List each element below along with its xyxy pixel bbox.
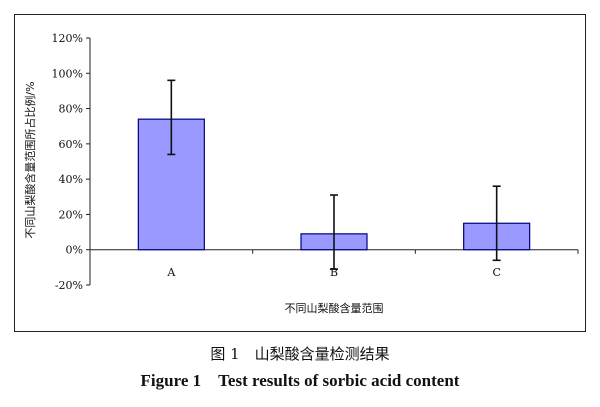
y-tick-label: 80% [59,103,83,116]
y-tick-label: 60% [59,138,83,151]
y-tick-label: 40% [59,173,83,186]
y-tick-label: -20% [55,279,83,292]
y-axis-ticks: 120% 100% 80% 60% 40% 20% 0% -20% [52,32,90,292]
y-tick-label: 0% [66,244,83,257]
x-axis-label: 不同山梨酸含量范围 [285,301,384,315]
y-tick-label: 100% [52,67,83,80]
y-axis-label: 不同山梨酸含量范围所占比例/% [23,81,37,238]
bar-chart: 120% 100% 80% 60% 40% 20% 0% -20% A B C 不同山梨酸含量范围… [23,32,579,315]
x-axis-ticks: A B C [166,266,501,279]
y-tick-label: 20% [59,208,83,221]
figure-caption-chinese: 图 1 山梨酸含量检测结果 [210,345,390,363]
chart-frame [14,14,586,332]
error-bars [167,79,501,270]
y-tick-label: 120% [52,32,83,45]
x-tick-label: B [330,266,338,279]
x-tick-label: C [492,266,500,279]
x-tick-label: A [166,266,176,279]
figure-caption-english: Figure 1 Test results of sorbic acid con… [140,371,460,390]
